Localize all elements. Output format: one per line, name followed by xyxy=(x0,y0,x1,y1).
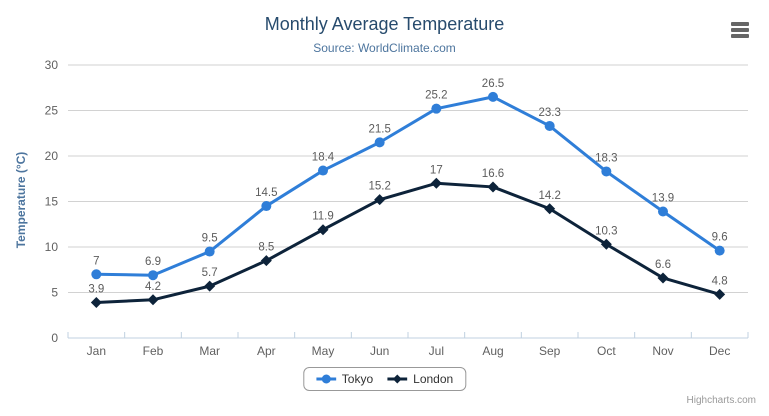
y-axis-tick-label: 25 xyxy=(45,104,59,118)
y-axis-tick-label: 15 xyxy=(45,195,59,209)
x-axis-tick-label: Aug xyxy=(482,344,503,358)
data-label: 3.9 xyxy=(88,284,104,296)
data-label: 16.6 xyxy=(482,168,504,180)
data-point-tokyo[interactable] xyxy=(714,245,725,256)
x-axis-tick-label: Mar xyxy=(199,344,220,358)
diamond-marker-icon xyxy=(387,374,408,384)
data-label: 11.9 xyxy=(312,211,334,223)
legend: Tokyo London xyxy=(302,367,467,391)
menu-bar xyxy=(731,22,749,26)
y-axis-tick-label: 20 xyxy=(45,149,59,163)
data-point-tokyo[interactable] xyxy=(488,91,498,102)
menu-bar xyxy=(731,28,749,32)
data-point-london[interactable] xyxy=(544,203,556,215)
data-point-london[interactable] xyxy=(90,297,102,309)
data-point-london[interactable] xyxy=(714,288,726,300)
series-line-tokyo[interactable] xyxy=(94,95,722,277)
x-axis-tick-label: Sep xyxy=(539,344,561,358)
data-point-tokyo[interactable] xyxy=(148,270,158,281)
series-line-london[interactable] xyxy=(94,181,722,305)
data-label: 18.3 xyxy=(595,152,617,164)
chart-subtitle: Source: WorldClimate.com xyxy=(313,41,456,55)
legend-label: London xyxy=(413,372,454,386)
data-point-london[interactable] xyxy=(204,280,216,292)
data-label: 14.5 xyxy=(255,187,277,199)
data-point-london[interactable] xyxy=(657,272,669,284)
data-point-tokyo[interactable] xyxy=(91,269,102,280)
data-label: 15.2 xyxy=(368,181,390,193)
data-label: 7 xyxy=(93,255,99,267)
data-label: 4.2 xyxy=(145,281,161,293)
highcharts-credits[interactable]: Highcharts.com xyxy=(686,395,756,406)
data-point-tokyo[interactable] xyxy=(601,166,612,177)
y-axis-tick-label: 30 xyxy=(45,58,59,72)
data-label: 14.2 xyxy=(538,190,560,202)
x-axis-tick-label: Apr xyxy=(257,344,276,358)
chart-title: Monthly Average Temperature xyxy=(264,14,505,34)
data-point-tokyo[interactable] xyxy=(318,165,328,176)
legend-item-london[interactable]: London xyxy=(387,372,453,386)
export-menu-icon[interactable] xyxy=(731,22,749,38)
data-label: 8.5 xyxy=(258,242,274,254)
data-point-london[interactable] xyxy=(430,177,442,189)
x-axis-tick-label: Jun xyxy=(370,344,389,358)
data-point-tokyo[interactable] xyxy=(261,201,272,212)
y-axis-tick-label: 5 xyxy=(51,286,58,300)
data-point-london[interactable] xyxy=(600,238,612,250)
y-axis-title: Temperature (°C) xyxy=(14,151,28,249)
data-label: 13.9 xyxy=(652,193,674,205)
data-label: 6.6 xyxy=(655,259,671,271)
x-axis-tick-label: Nov xyxy=(652,344,673,358)
data-label: 25.2 xyxy=(425,90,447,102)
data-label: 21.5 xyxy=(368,123,390,135)
x-axis-tick-label: Feb xyxy=(143,344,164,358)
circle-marker-icon xyxy=(315,374,336,384)
data-label: 5.7 xyxy=(202,267,218,279)
x-axis-tick-label: Jul xyxy=(429,344,444,358)
data-label: 4.8 xyxy=(712,275,728,287)
data-label: 6.9 xyxy=(145,256,161,268)
data-label: 26.5 xyxy=(482,78,504,90)
data-label: 9.5 xyxy=(202,233,218,245)
data-point-london[interactable] xyxy=(317,224,329,236)
data-point-tokyo[interactable] xyxy=(658,206,668,217)
data-point-tokyo[interactable] xyxy=(431,103,442,114)
data-point-tokyo[interactable] xyxy=(374,137,385,148)
y-axis-tick-label: 0 xyxy=(51,331,58,345)
data-point-london[interactable] xyxy=(487,181,499,193)
menu-bar xyxy=(731,34,749,38)
legend-item-tokyo[interactable]: Tokyo xyxy=(315,372,374,386)
y-axis-tick-label: 10 xyxy=(45,240,59,254)
legend-label: Tokyo xyxy=(341,372,374,386)
data-point-london[interactable] xyxy=(260,255,272,267)
x-axis-tick-label: Jan xyxy=(87,344,106,358)
x-axis-tick-label: May xyxy=(312,344,335,358)
data-point-london[interactable] xyxy=(147,294,159,306)
data-label: 18.4 xyxy=(312,152,335,164)
x-axis-tick-label: Oct xyxy=(597,344,616,358)
data-point-london[interactable] xyxy=(374,194,386,206)
x-axis-tick-label: Dec xyxy=(709,344,730,358)
data-label: 9.6 xyxy=(712,232,728,244)
data-label: 23.3 xyxy=(538,107,560,119)
data-label: 17 xyxy=(430,164,443,176)
data-point-tokyo[interactable] xyxy=(204,246,215,257)
data-label: 10.3 xyxy=(595,225,617,237)
data-point-tokyo[interactable] xyxy=(544,120,555,131)
